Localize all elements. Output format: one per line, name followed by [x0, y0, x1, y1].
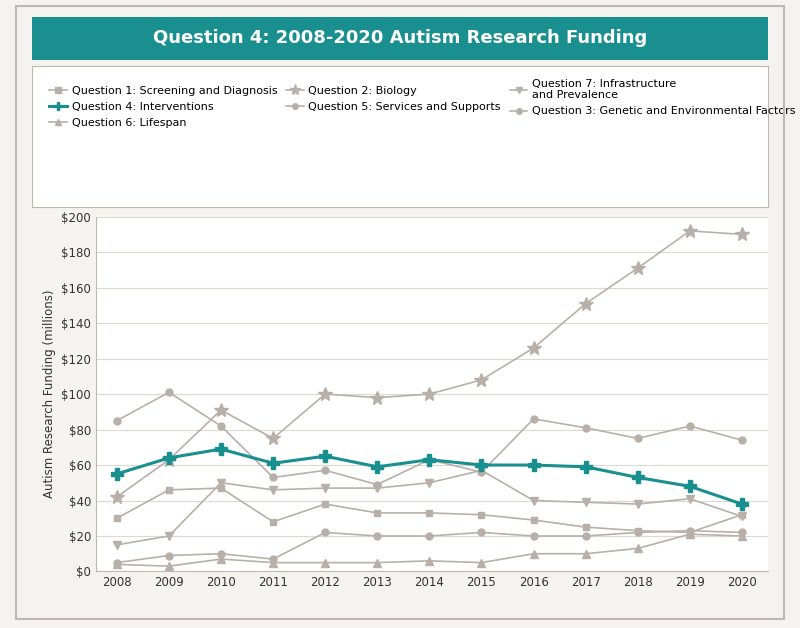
Text: Question 4: 2008-2020 Autism Research Funding: Question 4: 2008-2020 Autism Research Fu…: [153, 30, 647, 47]
Y-axis label: Autism Research Funding (millions): Autism Research Funding (millions): [42, 290, 56, 499]
Legend: Question 1: Screening and Diagnosis, Question 4: Interventions, Question 6: Life: Question 1: Screening and Diagnosis, Que…: [45, 74, 800, 133]
